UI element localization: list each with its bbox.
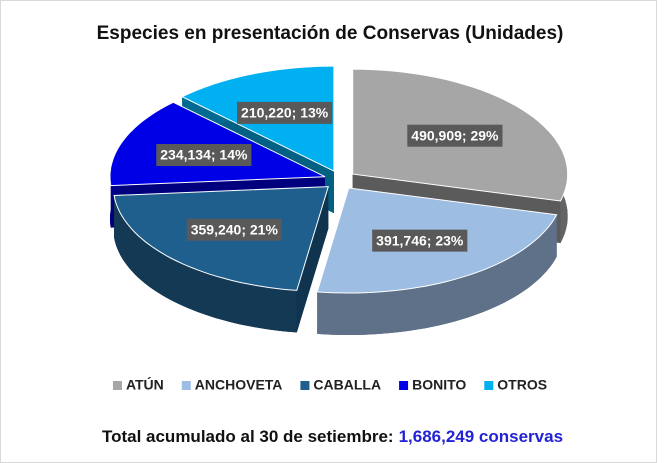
footer-total: 1,686,249 conservas [399,427,563,446]
data-label: 234,134; 14% [160,147,248,163]
data-label-box [237,101,333,124]
legend-swatch [484,381,494,390]
data-label-box [372,229,468,252]
data-label: 391,746; 23% [376,232,464,248]
chart-title: Especies en presentación de Conservas (U… [97,23,564,44]
legend-label: OTROS [497,377,547,393]
data-label-box [156,144,252,167]
data-label: 490,909; 29% [411,127,499,143]
legend-label: CABALLA [313,377,381,393]
data-label: 210,220; 13% [241,105,329,121]
legend-label: ANCHOVETA [195,377,283,393]
legend-swatch [399,381,409,390]
legend-label: ATÚN [126,376,164,393]
data-label: 359,240; 21% [191,221,279,237]
legend-label: BONITO [412,377,466,393]
footer-text: Total acumulado al 30 de setiembre: [102,427,394,446]
slice-wall [114,195,297,333]
slice-wall [317,214,557,335]
data-label-box [407,124,503,147]
legend-swatch [181,381,191,390]
footer: Total acumulado al 30 de setiembre: 1,686… [102,427,563,446]
legend-swatch [300,381,310,390]
legend-swatch [112,381,122,390]
data-label-box [186,218,282,241]
